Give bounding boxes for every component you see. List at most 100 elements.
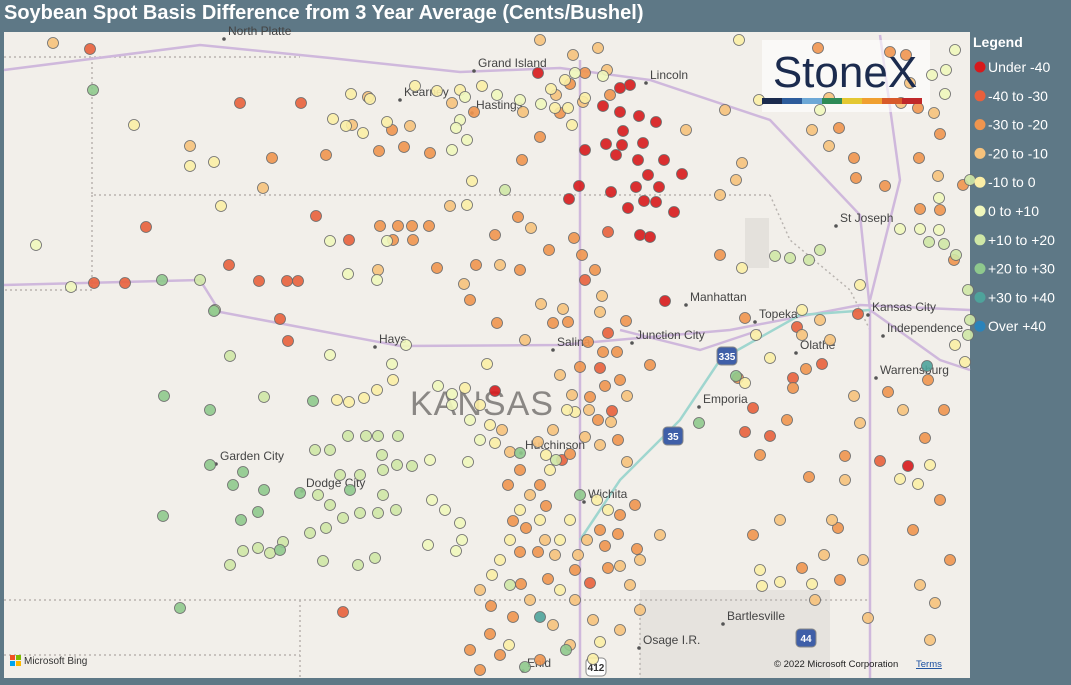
location-dot: [532, 436, 544, 448]
location-dot: [569, 67, 581, 79]
location-dot: [470, 259, 482, 271]
location-dot: [324, 499, 336, 511]
location-dot: [879, 180, 891, 192]
location-dot: [894, 473, 906, 485]
highway-shield: [795, 628, 817, 648]
location-dot: [474, 584, 486, 596]
location-dot: [549, 549, 561, 561]
road: [3, 43, 872, 311]
location-dot: [524, 594, 536, 606]
location-dot: [461, 134, 473, 146]
city-dot: [222, 37, 226, 41]
city-dot: [644, 81, 648, 85]
location-dot: [634, 554, 646, 566]
location-dot: [266, 152, 278, 164]
location-dot: [204, 404, 216, 416]
location-dot: [949, 339, 961, 351]
location-dot: [547, 619, 559, 631]
location-dot: [756, 580, 768, 592]
location-dot: [606, 405, 618, 417]
location-dot: [934, 204, 946, 216]
location-dot: [562, 316, 574, 328]
location-dot: [583, 404, 595, 416]
location-dot: [320, 149, 332, 161]
location-dot: [796, 304, 808, 316]
location-dot: [392, 430, 404, 442]
city-dot: [373, 345, 377, 349]
location-dot: [431, 262, 443, 274]
location-dot: [392, 220, 404, 232]
location-dot: [502, 479, 514, 491]
location-dot: [494, 259, 506, 271]
location-dot: [826, 514, 838, 526]
location-dot: [591, 494, 603, 506]
location-dot: [907, 524, 919, 536]
location-dot: [564, 448, 576, 460]
city-label: Garden City: [220, 449, 284, 463]
city-dot: [472, 69, 476, 73]
logo-stripe: [822, 98, 842, 104]
location-dot: [624, 579, 636, 591]
location-dot: [924, 634, 936, 646]
location-dot: [406, 460, 418, 472]
location-dot: [854, 279, 866, 291]
city-dot: [881, 334, 885, 338]
location-dot: [342, 430, 354, 442]
road: [3, 278, 971, 348]
location-dot: [514, 447, 526, 459]
location-dot: [572, 549, 584, 561]
location-dot: [938, 238, 950, 250]
city-dot: [874, 376, 878, 380]
location-dot: [940, 64, 952, 76]
location-dot: [854, 417, 866, 429]
location-dot: [358, 392, 370, 404]
location-dot: [494, 554, 506, 566]
terms-link[interactable]: Terms: [916, 659, 942, 670]
location-dot: [560, 644, 572, 656]
location-dot: [605, 186, 617, 198]
location-dot: [814, 314, 826, 326]
location-dot: [754, 564, 766, 576]
location-dot: [227, 479, 239, 491]
location-dot: [534, 611, 546, 623]
location-dot: [787, 382, 799, 394]
location-dot: [459, 382, 471, 394]
location-dot: [939, 88, 951, 100]
location-dot: [659, 295, 671, 307]
land-area: [745, 218, 769, 268]
location-dot: [223, 259, 235, 271]
location-dot: [594, 306, 606, 318]
location-dot: [489, 437, 501, 449]
location-dot: [534, 479, 546, 491]
location-dot: [624, 79, 636, 91]
location-dot: [398, 141, 410, 153]
location-dot: [309, 444, 321, 456]
location-dot: [357, 127, 369, 139]
location-dot: [568, 232, 580, 244]
legend-swatch: [974, 119, 986, 131]
location-dot: [633, 110, 645, 122]
location-dot: [605, 416, 617, 428]
location-dot: [554, 369, 566, 381]
location-dot: [281, 275, 293, 287]
location-dot: [784, 252, 796, 264]
location-dot: [602, 504, 614, 516]
location-dot: [128, 119, 140, 131]
location-dot: [900, 49, 912, 61]
logo-stripe: [862, 98, 882, 104]
location-dot: [324, 444, 336, 456]
location-dot: [374, 220, 386, 232]
location-dot: [371, 274, 383, 286]
location-dot: [354, 507, 366, 519]
location-dot: [964, 174, 976, 186]
location-dot: [292, 275, 304, 287]
location-dot: [614, 374, 626, 386]
location-dot: [938, 404, 950, 416]
location-dot: [450, 122, 462, 134]
location-dot: [884, 46, 896, 58]
location-dot: [547, 424, 559, 436]
city-dot: [721, 622, 725, 626]
location-dot: [372, 264, 384, 276]
location-dot: [653, 181, 665, 193]
